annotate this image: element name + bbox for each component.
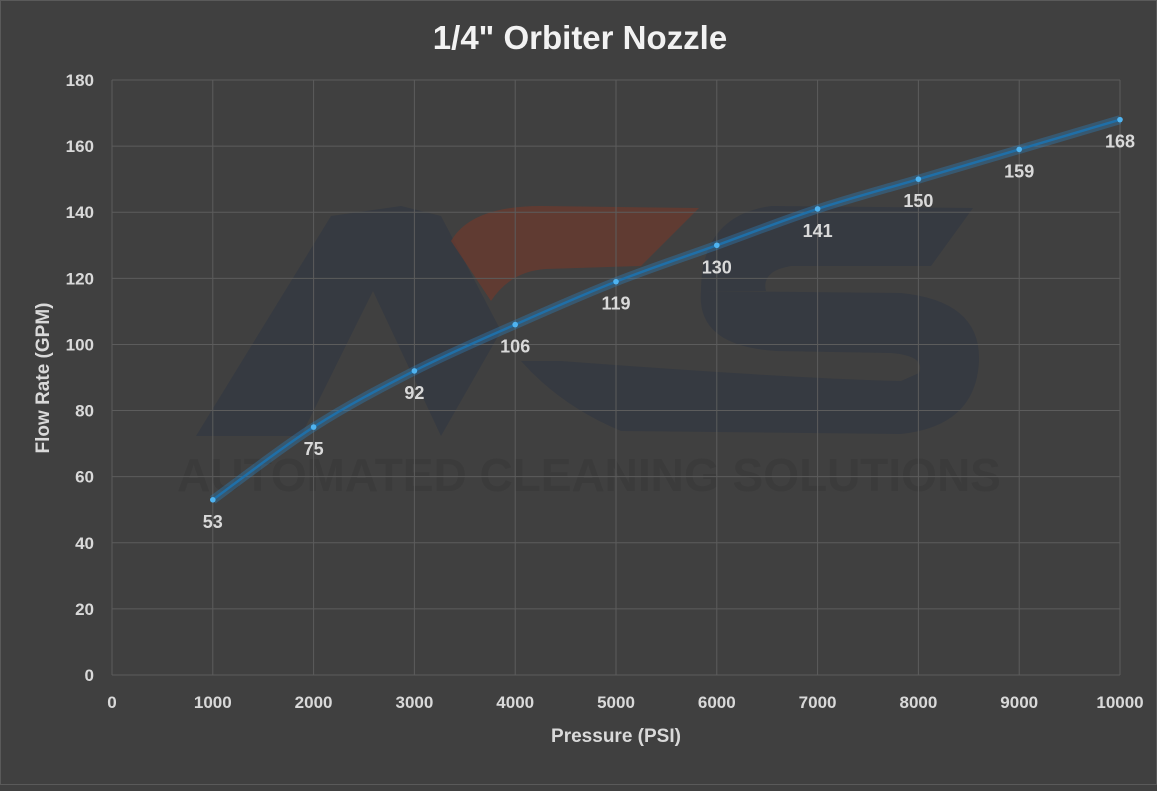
- data-label: 150: [903, 191, 933, 211]
- data-point: [915, 176, 922, 182]
- data-label: 159: [1004, 161, 1034, 181]
- data-label: 130: [702, 257, 732, 277]
- watermark-swoosh: [451, 206, 699, 301]
- data-point: [210, 497, 216, 503]
- data-point: [1016, 146, 1022, 153]
- chart-title: 1/4" Orbiter Nozzle: [433, 19, 727, 56]
- watermark-text: AUTOMATED CLEANING SOLUTIONS: [177, 449, 1001, 501]
- x-tick-label: 6000: [698, 693, 736, 712]
- x-tick-label: 10000: [1096, 693, 1143, 712]
- x-tick-label: 3000: [395, 693, 433, 712]
- labels-layer: 53 75 92 106 119 130 141 150 159 168: [203, 132, 1135, 532]
- data-point: [714, 242, 720, 249]
- data-label: 53: [203, 512, 223, 532]
- data-label: 75: [304, 439, 324, 459]
- y-tick-label: 100: [66, 335, 94, 354]
- x-tick-label: 8000: [899, 693, 937, 712]
- x-tick-label: 5000: [597, 693, 635, 712]
- y-tick-label: 60: [75, 468, 94, 487]
- x-tick-label: 4000: [496, 693, 534, 712]
- x-axis-label: Pressure (PSI): [551, 726, 681, 747]
- data-label: 168: [1105, 132, 1135, 152]
- y-tick-label: 160: [66, 137, 94, 156]
- watermark-letter-s-body: [521, 291, 980, 434]
- y-axis-label: Flow Rate (GPM): [33, 303, 54, 454]
- data-point: [613, 278, 619, 285]
- data-point: [411, 368, 418, 374]
- y-tick-label: 80: [75, 402, 94, 421]
- x-tick-label: 2000: [295, 693, 333, 712]
- data-label: 92: [404, 383, 424, 403]
- ticks-layer: 0 20 40 60 80 100 120 140 160 180 0 1000 2000 3000 400…: [66, 71, 1144, 712]
- gridlines: [111, 79, 1121, 676]
- watermark-logo: AUTOMATED CLEANING SOLUTIONS: [177, 206, 1001, 501]
- y-tick-label: 0: [85, 666, 94, 685]
- y-tick-label: 120: [66, 269, 94, 288]
- y-tick-label: 20: [75, 600, 94, 619]
- y-tick-label: 40: [75, 534, 94, 553]
- data-label: 119: [601, 294, 630, 314]
- series-line: [212, 118, 1121, 501]
- data-label: 141: [803, 221, 833, 241]
- y-tick-label: 180: [66, 71, 94, 90]
- y-tick-label: 140: [66, 203, 94, 222]
- data-point: [310, 424, 317, 430]
- data-point: [1117, 116, 1123, 123]
- x-tick-label: 9000: [1000, 693, 1038, 712]
- series-layer: [210, 115, 1123, 504]
- data-point: [512, 321, 518, 328]
- watermark-letter-a: [196, 206, 501, 436]
- data-point: [814, 206, 821, 212]
- x-tick-label: 7000: [799, 693, 837, 712]
- x-tick-label: 0: [107, 693, 116, 712]
- data-label: 106: [500, 337, 530, 357]
- x-tick-label: 1000: [194, 693, 232, 712]
